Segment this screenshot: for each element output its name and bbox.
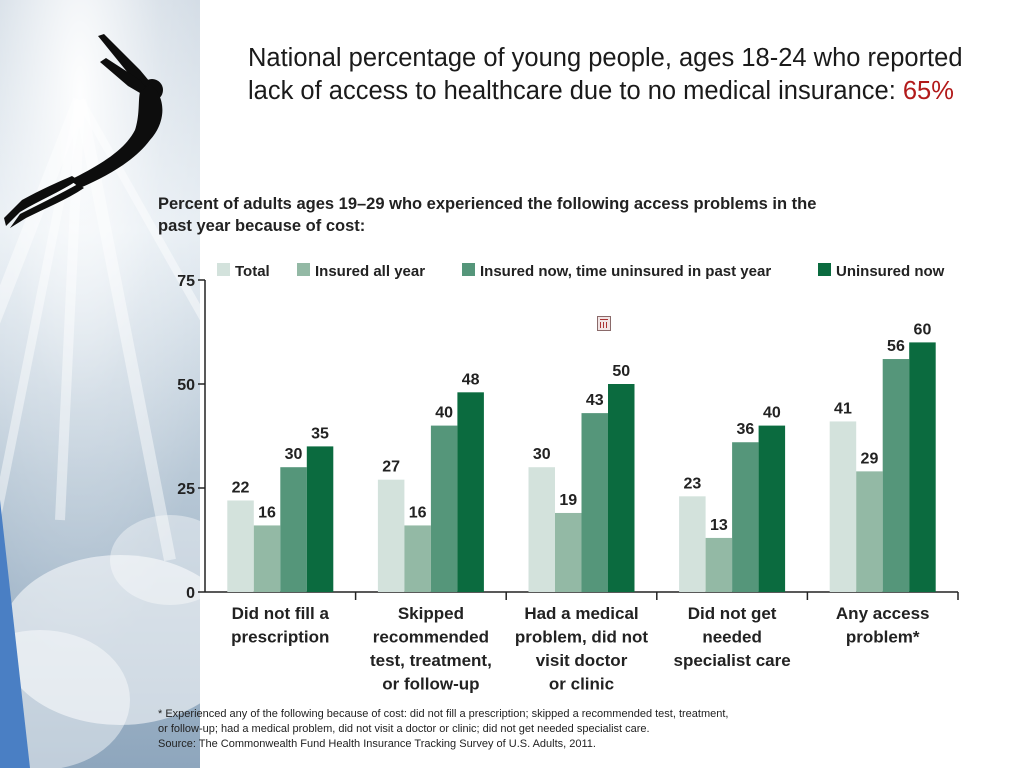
bar xyxy=(457,392,484,592)
data-label: 48 xyxy=(462,371,480,388)
x-tick-label: visit doctor xyxy=(536,651,628,670)
legend-swatch xyxy=(462,263,475,276)
x-tick-label: Had a medical xyxy=(524,604,638,623)
bar xyxy=(732,442,759,592)
slide-title: National percentage of young people, age… xyxy=(248,42,988,108)
slide-title-text: National percentage of young people, age… xyxy=(248,44,963,105)
x-tick-label: recommended xyxy=(373,628,489,647)
legend-swatch xyxy=(818,263,831,276)
blue-accent xyxy=(0,500,30,768)
x-tick-label: Did not get xyxy=(688,604,777,623)
data-label: 13 xyxy=(710,517,728,534)
decorative-sidebar xyxy=(0,0,200,768)
slide-title-highlight: 65% xyxy=(902,77,954,105)
bar xyxy=(227,500,254,592)
data-label: 43 xyxy=(586,392,604,409)
footnote-line: or follow-up; had a medical problem, did… xyxy=(158,723,650,735)
legend-label: Total xyxy=(235,263,270,280)
data-label: 29 xyxy=(861,450,879,467)
sidebar-art xyxy=(0,0,200,768)
x-tick-label: Any access xyxy=(836,604,930,623)
x-tick-label: Did not fill a xyxy=(232,604,330,623)
x-tick-label: specialist care xyxy=(673,651,790,670)
bar xyxy=(829,421,857,592)
data-label: 60 xyxy=(914,321,932,338)
diver-silhouette-icon xyxy=(4,34,163,228)
bar xyxy=(856,471,883,592)
bar xyxy=(404,525,431,592)
bar-chart: Total Insured all year Insured now, time u… xyxy=(177,263,959,694)
legend-swatch xyxy=(297,263,310,276)
chart-title: Percent of adults ages 19–29 who experie… xyxy=(158,195,817,235)
bar xyxy=(377,479,405,592)
data-label: 30 xyxy=(285,446,303,463)
cloud xyxy=(0,555,200,725)
data-label: 22 xyxy=(232,479,250,496)
bar xyxy=(581,413,608,592)
data-label: 36 xyxy=(736,421,754,438)
bar xyxy=(679,496,706,592)
x-tick-label: or follow-up xyxy=(382,675,479,694)
bar xyxy=(758,425,786,592)
data-label: 16 xyxy=(409,504,427,521)
legend-swatch xyxy=(217,263,230,276)
x-tick-label: problem, did not xyxy=(515,628,648,647)
data-label: 40 xyxy=(763,405,781,422)
y-tick-label: 75 xyxy=(177,273,195,290)
legend-label: Insured all year xyxy=(315,263,425,280)
cloud xyxy=(0,630,130,768)
y-tick-label: 25 xyxy=(177,481,195,498)
x-tick-label: or clinic xyxy=(549,675,614,694)
x-tick-label: test, treatment, xyxy=(370,651,492,670)
bar xyxy=(608,384,635,592)
data-label: 16 xyxy=(258,504,276,521)
bar xyxy=(253,525,281,592)
data-label: 30 xyxy=(533,446,551,463)
data-label: 56 xyxy=(887,338,905,355)
bar xyxy=(909,342,936,592)
legend-label: Uninsured now xyxy=(836,263,945,280)
cloud xyxy=(110,515,200,605)
bar xyxy=(528,467,555,592)
data-label: 40 xyxy=(435,405,453,422)
bar xyxy=(306,446,334,592)
y-tick-label: 50 xyxy=(177,377,195,394)
bar xyxy=(705,537,733,592)
source-note: Source: The Commonwealth Fund Health Ins… xyxy=(158,738,596,750)
data-label: 50 xyxy=(612,363,630,380)
data-label: 41 xyxy=(834,400,852,417)
data-label: 35 xyxy=(311,425,329,442)
x-tick-label: needed xyxy=(702,628,762,647)
data-label: 27 xyxy=(382,459,400,476)
x-tick-label: prescription xyxy=(231,628,329,647)
bar xyxy=(430,425,458,592)
legend-label: Insured now, time uninsured in past year xyxy=(480,263,771,280)
data-label: 19 xyxy=(559,492,577,509)
x-tick-label: Skipped xyxy=(398,604,464,623)
data-label: 23 xyxy=(683,475,701,492)
note-icon xyxy=(597,316,611,331)
y-tick-label: 0 xyxy=(186,585,195,602)
bar xyxy=(280,467,307,592)
footnote: * Experienced any of the following becau… xyxy=(158,707,918,752)
x-tick-label: problem* xyxy=(846,628,920,647)
bar xyxy=(882,359,910,592)
bar xyxy=(555,512,582,592)
footnote-line: * Experienced any of the following becau… xyxy=(158,708,729,720)
